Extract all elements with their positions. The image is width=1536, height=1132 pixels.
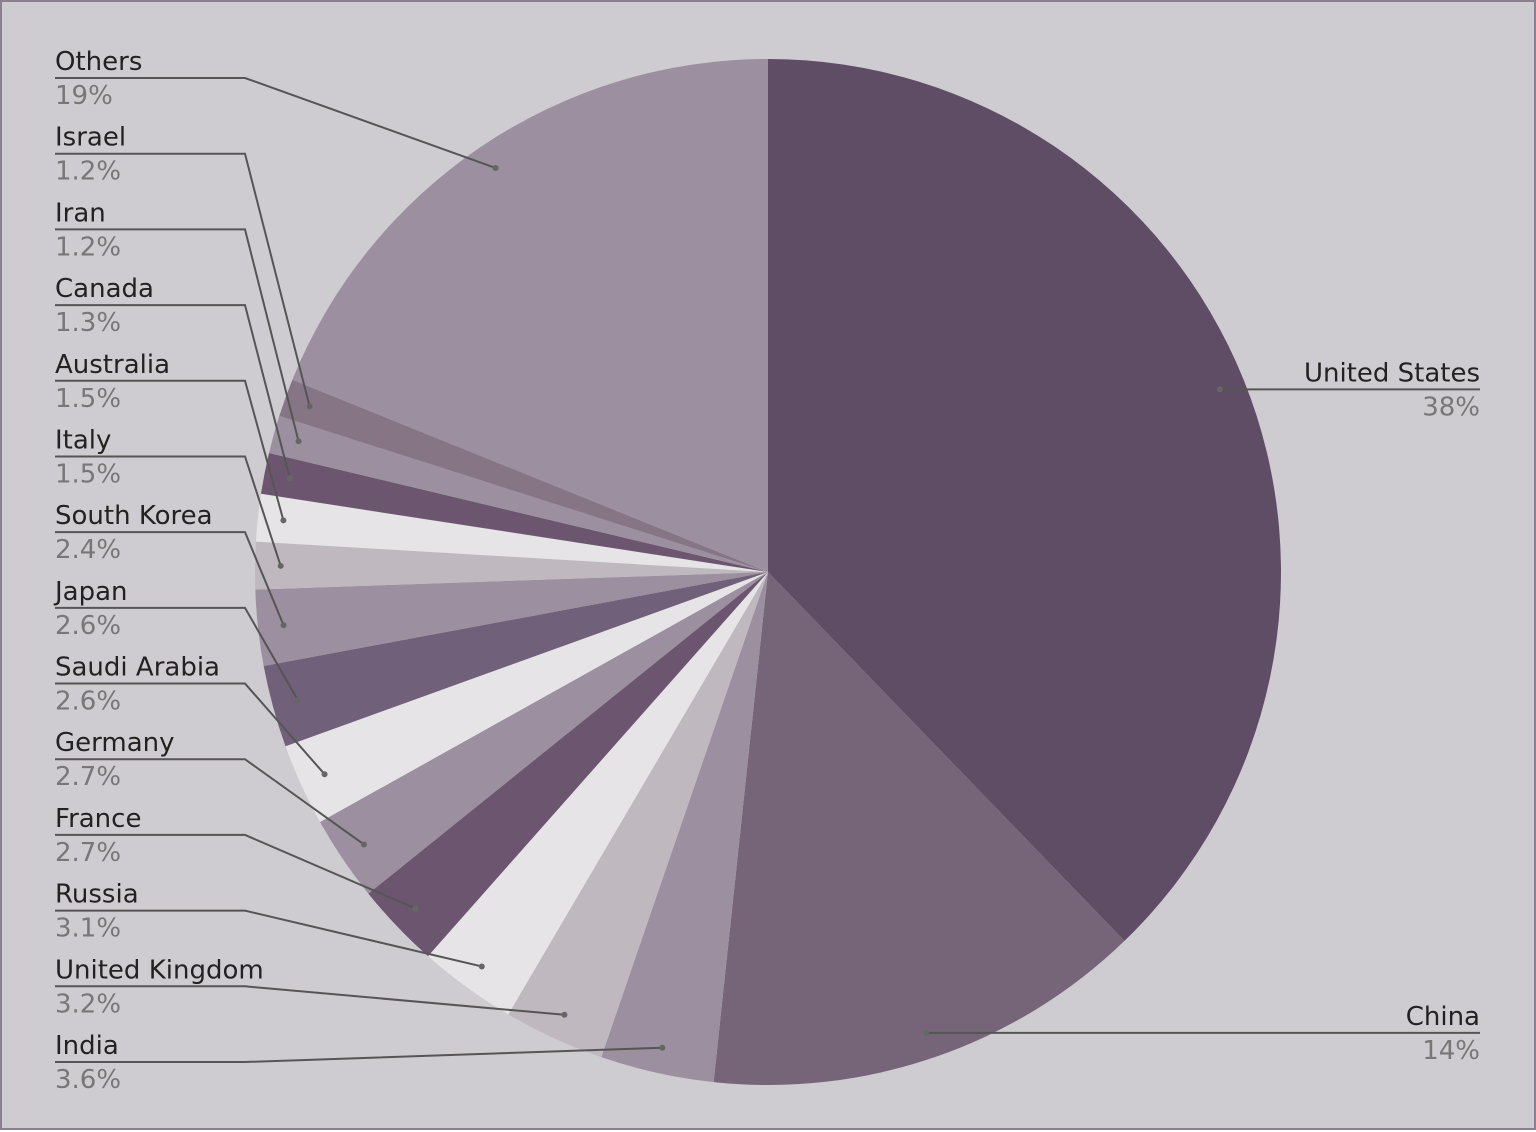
leader-line bbox=[55, 909, 483, 968]
leader-dot bbox=[306, 403, 313, 410]
leader-dot bbox=[321, 771, 328, 778]
leader-dot bbox=[659, 1044, 666, 1051]
leader-line bbox=[55, 758, 365, 846]
leader-line bbox=[55, 228, 300, 442]
slice-value-label: 2.4% bbox=[55, 535, 121, 565]
slice-label: United Kingdom bbox=[55, 955, 264, 985]
pie-slice bbox=[601, 572, 768, 1083]
slice-value-label: 2.6% bbox=[55, 611, 121, 641]
leader-dot bbox=[286, 475, 293, 482]
pie-slice bbox=[368, 572, 768, 957]
slice-label: Israel bbox=[55, 123, 126, 153]
slice-value-label: 3.1% bbox=[55, 914, 121, 944]
slice-label: Japan bbox=[53, 577, 128, 607]
slice-value-label: 1.2% bbox=[55, 232, 121, 262]
slice-value-label: 2.6% bbox=[55, 687, 121, 717]
pie-slice bbox=[713, 572, 1125, 1085]
pie-slice bbox=[255, 572, 769, 666]
pie-slice bbox=[279, 379, 768, 572]
leader-dot bbox=[277, 562, 284, 569]
pie-slice bbox=[255, 493, 768, 572]
slice-value-label: 1.5% bbox=[55, 384, 121, 414]
slice-value-label: 2.7% bbox=[55, 838, 121, 868]
leader-line bbox=[55, 833, 416, 910]
pie-slice bbox=[428, 572, 768, 1015]
pie-slice bbox=[768, 59, 1281, 941]
leader-dot bbox=[412, 905, 419, 912]
leader-line bbox=[55, 455, 282, 567]
pie-slice bbox=[508, 572, 768, 1058]
slice-label: Australia bbox=[55, 350, 170, 380]
leader-dot bbox=[280, 622, 287, 629]
slice-label: Others bbox=[55, 47, 142, 77]
leader-line bbox=[55, 606, 299, 701]
slice-label: South Korea bbox=[55, 501, 213, 531]
slice-value-label: 1.2% bbox=[55, 157, 121, 187]
pie-slice bbox=[260, 452, 768, 572]
leader-dot bbox=[280, 517, 287, 524]
leader-line bbox=[55, 379, 285, 521]
slice-value-label: 38% bbox=[1422, 392, 1480, 422]
leader-dot bbox=[1216, 386, 1223, 393]
pie-slice bbox=[269, 415, 768, 572]
slice-label: Germany bbox=[55, 728, 175, 758]
leader-line bbox=[55, 531, 285, 626]
leader-dot bbox=[561, 1011, 568, 1018]
leader-line bbox=[55, 985, 565, 1016]
leader-dot bbox=[294, 696, 301, 703]
slice-label: Iran bbox=[55, 198, 106, 228]
leader-dot bbox=[478, 963, 485, 970]
slice-value-label: 3.2% bbox=[55, 989, 121, 1019]
leader-line bbox=[55, 77, 496, 169]
slice-value-label: 1.3% bbox=[55, 308, 121, 338]
leader-dot bbox=[492, 164, 499, 171]
pie-slice bbox=[320, 572, 768, 894]
slice-value-label: 1.5% bbox=[55, 459, 121, 489]
leader-dot bbox=[360, 841, 367, 848]
leader-dot bbox=[923, 1029, 930, 1036]
slice-label: Russia bbox=[55, 880, 139, 910]
slice-label: Saudi Arabia bbox=[55, 653, 220, 683]
pie-slice bbox=[292, 59, 768, 572]
leader-line bbox=[55, 1046, 663, 1063]
slice-label: India bbox=[55, 1031, 119, 1061]
pie-slice bbox=[285, 572, 768, 822]
leader-line bbox=[55, 152, 311, 407]
slice-value-label: 19% bbox=[55, 81, 113, 111]
leader-line bbox=[55, 682, 326, 775]
slice-label: United States bbox=[1304, 358, 1480, 388]
leader-dot bbox=[295, 438, 302, 445]
slice-label: Italy bbox=[55, 425, 111, 455]
slice-value-label: 2.7% bbox=[55, 762, 121, 792]
slice-value-label: 14% bbox=[1422, 1036, 1480, 1066]
pie-slice bbox=[255, 541, 769, 590]
leader-line bbox=[55, 304, 291, 479]
slice-label: France bbox=[55, 804, 141, 834]
slice-label: China bbox=[1406, 1002, 1480, 1032]
pie-slice bbox=[263, 572, 768, 747]
slice-value-label: 3.6% bbox=[55, 1065, 121, 1095]
slice-label: Canada bbox=[55, 274, 154, 304]
